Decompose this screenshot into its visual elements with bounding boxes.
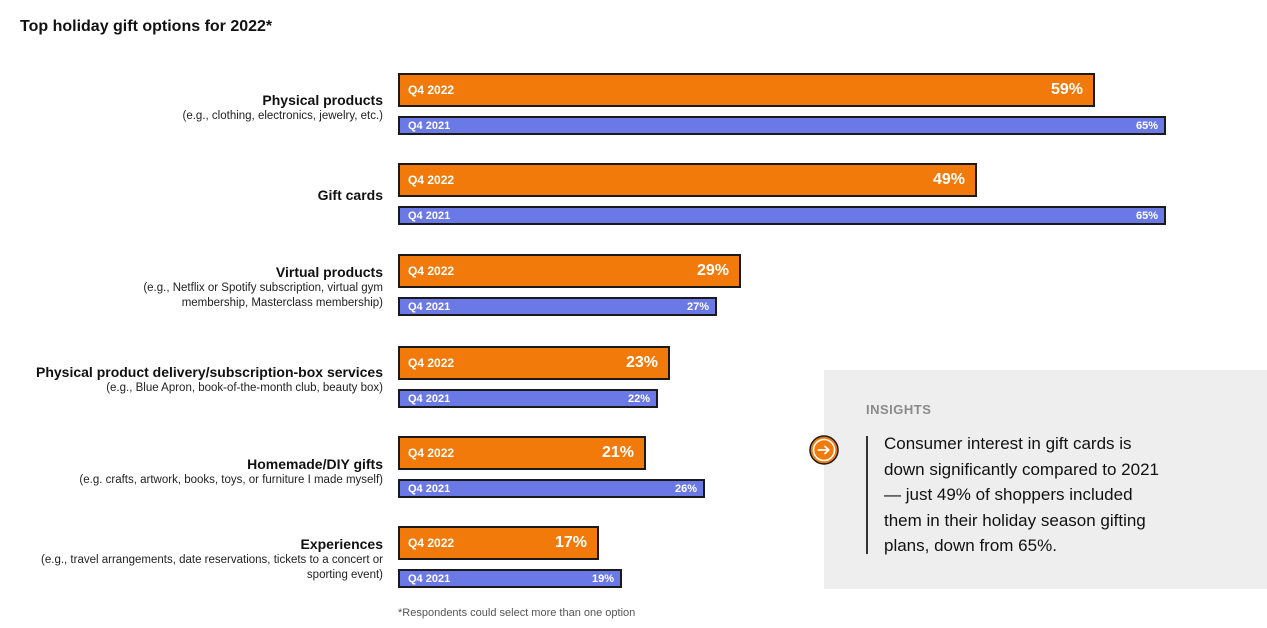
value-label: 17%	[554, 534, 587, 551]
value-label: 65%	[1135, 209, 1158, 222]
bar-q4-2021: Q4 2021 22%	[398, 389, 658, 408]
value-label: 26%	[674, 482, 697, 495]
insights-line: plans, down from 65%.	[884, 536, 1057, 555]
category-description: (e.g., clothing, electronics, jewelry, e…	[182, 110, 383, 122]
insights-line: down significantly compared to 2021	[884, 459, 1159, 479]
category-label: Physical products (e.g., clothing, electr…	[0, 92, 383, 124]
bar-q4-2022: Q4 2022 23%	[398, 346, 670, 380]
bar-q4-2021: Q4 2021 27%	[398, 297, 717, 316]
bar-q4-2021: Q4 2021 65%	[398, 116, 1166, 135]
series-label: Q4 2022	[408, 264, 455, 278]
insights-heading: INSIGHTS	[866, 402, 932, 417]
series-label: Q4 2022	[408, 356, 455, 370]
insights-line: them in their holiday season gifting	[884, 510, 1146, 530]
insights-panel: INSIGHTS Consumer interest in gift cards…	[809, 370, 1267, 589]
series-label: Q4 2021	[408, 482, 451, 495]
bar-q4-2022: Q4 2022 59%	[398, 73, 1095, 107]
arrow-right-icon	[809, 435, 839, 465]
value-label: 21%	[601, 444, 634, 461]
series-label: Q4 2021	[408, 392, 451, 405]
category-label: Experiences (e.g., travel arrangements, d…	[0, 536, 383, 583]
bar-q4-2022: Q4 2022 29%	[398, 254, 741, 288]
series-label: Q4 2021	[408, 209, 451, 222]
insights-line: — just 49% of shoppers included	[884, 485, 1133, 504]
chart-title: Top holiday gift options for 2022*	[20, 18, 273, 35]
series-label: Q4 2021	[408, 119, 451, 132]
category-description: (e.g., Blue Apron, book-of-the-month clu…	[106, 382, 383, 394]
category-name: Experiences	[300, 536, 384, 552]
category-label: Virtual products (e.g., Netflix or Spotif…	[0, 264, 383, 311]
category-description: (e.g., travel arrangements, date reserva…	[41, 554, 383, 581]
bar-q4-2021: Q4 2021 19%	[398, 569, 622, 588]
value-label: 23%	[625, 354, 658, 371]
category-name: Physical products	[262, 92, 383, 108]
insights-text: Consumer interest in gift cards is down …	[884, 431, 1224, 559]
category-label: Gift cards	[0, 187, 383, 204]
category-name: Homemade/DIY gifts	[247, 456, 383, 472]
insights-divider	[866, 436, 868, 554]
category-label: Physical product delivery/subscription-b…	[0, 364, 383, 396]
series-label: Q4 2021	[408, 572, 451, 585]
category-description: (e.g. crafts, artwork, books, toys, or f…	[79, 474, 383, 486]
bar-q4-2021: Q4 2021 26%	[398, 479, 705, 498]
value-label: 22%	[627, 392, 650, 405]
footnote: *Respondents could select more than one …	[398, 607, 636, 619]
series-label: Q4 2021	[408, 300, 451, 313]
category-label: Homemade/DIY gifts (e.g. crafts, artwork,…	[0, 456, 383, 488]
bar-q4-2022: Q4 2022 17%	[398, 526, 599, 560]
value-label: 49%	[932, 171, 965, 188]
insights-line: Consumer interest in gift cards is	[884, 434, 1132, 453]
bar-q4-2022: Q4 2022 49%	[398, 163, 977, 197]
value-label: 19%	[591, 572, 614, 585]
series-label: Q4 2022	[408, 83, 455, 97]
category-name: Virtual products	[275, 264, 383, 280]
value-label: 65%	[1135, 119, 1158, 132]
series-label: Q4 2022	[408, 536, 455, 550]
category-name: Physical product delivery/subscription-b…	[35, 364, 383, 380]
value-label: 29%	[696, 262, 729, 279]
category-name: Gift cards	[317, 187, 383, 203]
series-label: Q4 2022	[408, 173, 455, 187]
category-description: (e.g., Netflix or Spotify subscription, …	[143, 282, 383, 309]
value-label: 59%	[1050, 81, 1083, 98]
bar-q4-2022: Q4 2022 21%	[398, 436, 646, 470]
value-label: 27%	[686, 300, 709, 313]
series-label: Q4 2022	[408, 446, 455, 460]
bar-q4-2021: Q4 2021 65%	[398, 206, 1166, 225]
